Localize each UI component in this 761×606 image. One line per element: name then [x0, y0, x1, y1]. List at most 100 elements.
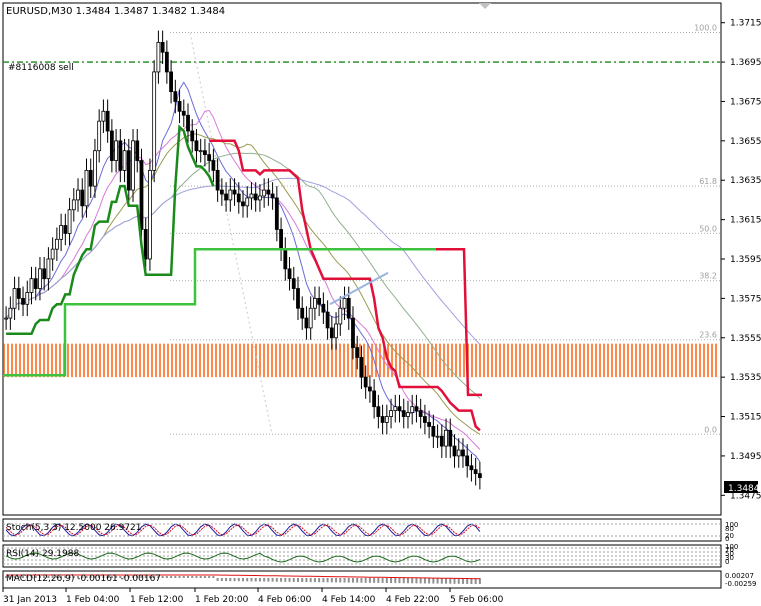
candle-body: [279, 229, 283, 250]
candle-body: [114, 140, 118, 161]
rsi-subwindow[interactable]: [2, 544, 722, 568]
candle-body: [334, 323, 338, 339]
candle-body: [186, 114, 190, 132]
candle-body: [105, 110, 110, 132]
rsi-line: [5, 552, 481, 563]
candle-body: [300, 307, 305, 319]
candle-body: [253, 193, 258, 201]
candle-body: [469, 465, 474, 471]
candle-body: [139, 160, 144, 230]
candle-body: [444, 429, 448, 447]
stochastic-subwindow[interactable]: [2, 518, 722, 542]
candle-body: [42, 268, 47, 280]
fib-level-label: 0.0: [704, 425, 717, 434]
candle-body: [194, 140, 199, 152]
candle-body: [169, 71, 173, 93]
main-chart-area[interactable]: [2, 2, 722, 516]
candle-body: [325, 311, 330, 329]
indicator-axis-label: 0: [725, 535, 729, 543]
price-tick-label: 1.3495: [730, 452, 761, 462]
candle-body: [164, 51, 169, 73]
candle-body: [422, 416, 427, 423]
rsi-label: RSI(14) 29.1988: [6, 549, 79, 559]
candle-body: [232, 189, 237, 195]
candle-body: [452, 445, 457, 457]
candle-body: [59, 225, 64, 240]
fib-level-label: 50.0: [699, 224, 717, 233]
candle-body: [198, 150, 203, 153]
candle-body: [321, 303, 326, 313]
fib-trendline[interactable]: [189, 32, 273, 435]
time-tick-label: 5 Feb 06:00: [450, 595, 504, 605]
price-tick-label: 1.3635: [730, 176, 761, 186]
candle-body: [29, 278, 34, 293]
candle-body: [109, 130, 114, 161]
candle-body: [418, 410, 423, 417]
indicator-axis-label: 50: [725, 550, 734, 558]
candle-body: [241, 201, 245, 207]
candle-body: [84, 169, 89, 207]
candle-body: [435, 435, 440, 438]
candle-body: [38, 268, 42, 289]
candle-body: [203, 150, 207, 156]
stoch-label: Stoch(5,3,3) 12.5000 26.9721: [6, 523, 142, 533]
candle-body: [270, 193, 275, 199]
candle-body: [291, 278, 296, 289]
candle-body: [465, 455, 470, 467]
price-tick-label: 1.3695: [730, 58, 761, 68]
candle-body: [63, 225, 68, 234]
candle-body: [156, 41, 161, 73]
channel-trendline[interactable]: [329, 271, 389, 306]
price-tick-label: 1.3715: [730, 19, 761, 29]
candle-body: [173, 91, 178, 102]
candle-body: [236, 193, 241, 203]
candle-body: [76, 189, 80, 201]
moving-average-line: [5, 177, 481, 345]
candle-body: [88, 169, 93, 187]
candle-body: [338, 307, 343, 325]
price-tick-label: 1.3555: [730, 334, 761, 344]
candle-body: [152, 71, 157, 171]
candle-body: [4, 317, 9, 320]
candle-body: [304, 317, 309, 329]
candle-body: [456, 449, 461, 457]
candle-body: [448, 429, 453, 447]
price-tick-label: 1.3595: [730, 255, 761, 265]
current-price-tag: [724, 481, 758, 493]
price-tick-label: 1.3675: [730, 97, 761, 107]
candle-body: [329, 327, 334, 339]
candle-body: [258, 195, 262, 201]
fib-level-label: 61.8: [699, 177, 717, 186]
candle-body: [245, 197, 250, 207]
candle-body: [389, 410, 393, 417]
candle-body: [473, 469, 478, 475]
candle-body: [97, 120, 102, 152]
candle-body: [177, 101, 182, 112]
fib-level-label: 100.0: [694, 24, 717, 33]
candle-body: [122, 150, 127, 171]
candle-body: [135, 140, 140, 161]
fib-level-label: 23.6: [699, 331, 717, 340]
trailing-stop-green[interactable]: [6, 124, 215, 336]
candle-body: [414, 406, 419, 412]
macd-label: MACD(12,26,9) -0.00161 -0.00167: [6, 574, 161, 584]
price-tick-label: 1.3575: [730, 294, 761, 304]
support-step-line[interactable]: [3, 247, 436, 377]
resistance-step-line[interactable]: [436, 247, 482, 397]
candle-body: [406, 412, 410, 417]
candle-body: [131, 140, 135, 191]
price-tick-label: 1.3475: [730, 491, 761, 501]
candle-body: [313, 297, 317, 309]
indicator-axis-label: 20: [725, 532, 734, 540]
candle-body: [12, 288, 17, 309]
candle-body: [46, 258, 51, 280]
price-tick-label: 1.3515: [730, 413, 761, 423]
candle-body: [384, 416, 389, 423]
candle-body: [50, 248, 55, 260]
candle-body: [190, 130, 195, 142]
price-tick-label: 1.3615: [730, 216, 761, 226]
trailing-stop-red[interactable]: [209, 139, 481, 432]
chart-shift-marker-icon[interactable]: [479, 3, 491, 9]
indicator-axis-label: 70: [725, 546, 734, 554]
